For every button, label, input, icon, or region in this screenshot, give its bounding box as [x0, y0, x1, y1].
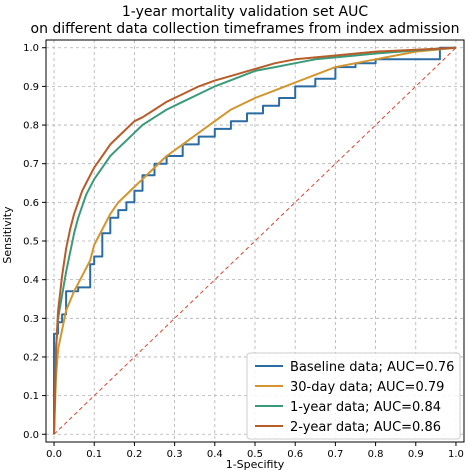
x-tick-label: 0.9 — [408, 449, 424, 460]
x-axis-label: 1-Specifity — [226, 458, 285, 471]
y-tick-label: 0.0 — [23, 430, 39, 441]
x-tick-label: 0.8 — [368, 449, 384, 460]
x-tick-label: 0.6 — [287, 449, 303, 460]
series-line-4 — [53, 46, 457, 435]
x-tick-label: 0.7 — [327, 449, 343, 460]
y-tick-label: 1.0 — [23, 43, 39, 54]
legend-label: 30-day data; AUC=0.79 — [290, 380, 444, 395]
x-tick-label: 1.0 — [448, 449, 464, 460]
legend: Baseline data; AUC=0.76 30-day data; AUC=… — [246, 352, 461, 440]
y-tick-label: 0.9 — [23, 82, 39, 93]
y-tick-label: 0.6 — [23, 198, 39, 209]
plot-lines — [53, 46, 457, 435]
legend-label: Baseline data; AUC=0.76 — [290, 360, 454, 375]
y-tick-label: 0.4 — [23, 275, 39, 286]
y-tick-label: 0.2 — [23, 352, 39, 363]
y-tick-label: 0.1 — [23, 391, 39, 402]
x-tick-label: 0.2 — [126, 449, 142, 460]
x-tick-label: 0.4 — [207, 449, 223, 460]
y-tick-label: 0.5 — [23, 237, 39, 248]
y-tick-label: 0.8 — [23, 121, 39, 132]
axis-ticks: 0.0 0.1 0.2 0.3 0.4 0.5 0.6 0.7 0.8 0.9 1.0 0.0 0.1 0… — [23, 43, 464, 460]
x-tick-label: 0.0 — [46, 449, 62, 460]
grid — [46, 40, 464, 442]
legend-box — [246, 352, 461, 440]
x-tick-label: 0.1 — [86, 449, 102, 460]
x-tick-label: 0.5 — [247, 449, 263, 460]
series-line-3 — [53, 46, 457, 435]
legend-label: 2-year data; AUC=0.86 — [290, 420, 441, 435]
y-tick-label: 0.7 — [23, 159, 39, 170]
y-axis-label: Sensitivity — [1, 206, 14, 264]
y-tick-label: 0.3 — [23, 314, 39, 325]
chart-title: 1-year mortality validation set AUC — [122, 4, 368, 20]
x-tick-label: 0.3 — [167, 449, 183, 460]
series-line-1 — [53, 46, 456, 435]
chart-subtitle: on different data collection timeframes … — [31, 21, 460, 37]
reference-diagonal — [53, 47, 457, 435]
series-line-2 — [53, 46, 457, 435]
legend-label: 1-year data; AUC=0.84 — [290, 400, 441, 415]
